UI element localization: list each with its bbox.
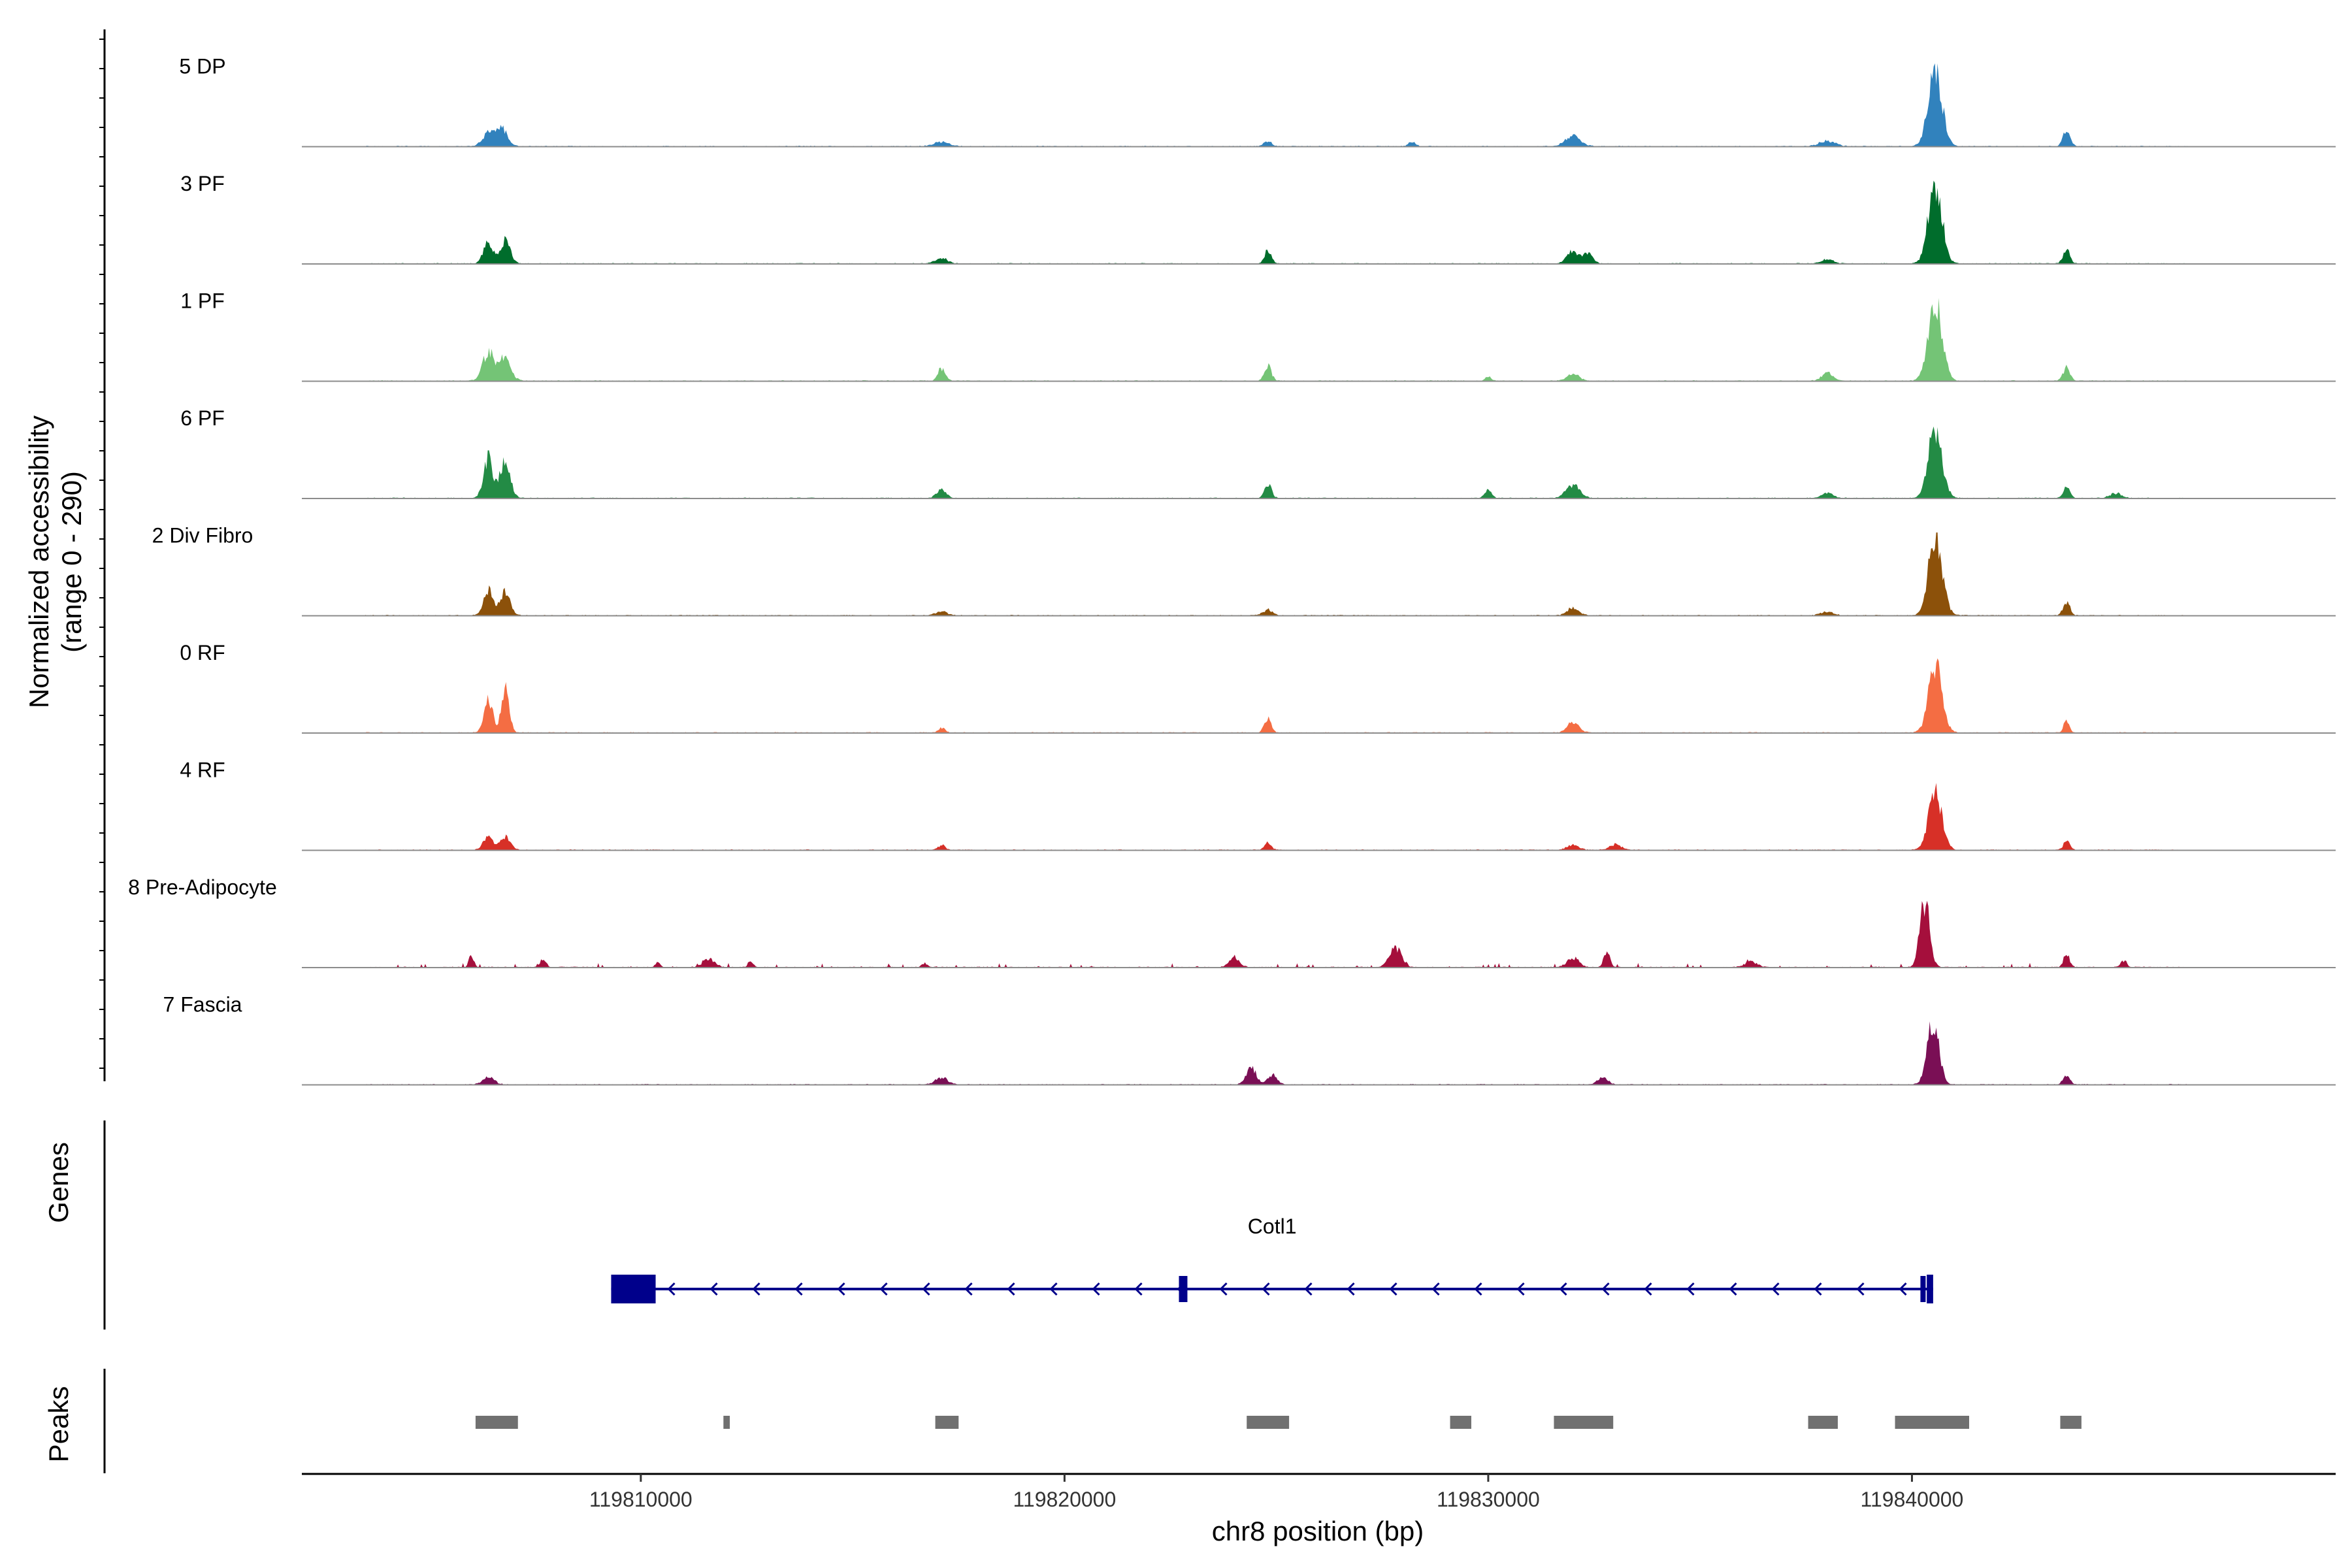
- track-label: 4 RF: [180, 759, 225, 782]
- accessibility-axis-group: [99, 29, 106, 1473]
- track-2-div-fibro: 2 Div Fibro: [152, 524, 2336, 617]
- strand-arrow: [1771, 1282, 1780, 1296]
- strand-arrow: [1219, 1282, 1228, 1296]
- strand-arrow: [1347, 1282, 1355, 1296]
- x-axis: 119810000 119820000 119830000 119840000: [302, 1473, 2336, 1511]
- track-0-rf: 0 RF: [180, 641, 2336, 734]
- strand-arrow: [794, 1282, 803, 1296]
- strand-arrow: [1899, 1282, 1907, 1296]
- strand-arrow: [879, 1282, 888, 1296]
- x-axis-title: chr8 position (bp): [1212, 1516, 1424, 1546]
- strand-arrow: [837, 1282, 845, 1296]
- x-tick-label: 119830000: [1437, 1488, 1540, 1511]
- coverage-area: [365, 783, 2187, 851]
- coverage-tracks: 5 DP 3 PF 1 PF 6 PF 2 Div Fibro 0 RF 4 RF 8 Pre…: [128, 55, 2336, 1086]
- coverage-area: [365, 532, 2187, 616]
- track-4-rf: 4 RF: [180, 759, 2336, 851]
- gene-cotl1: Cotl1: [611, 1215, 1933, 1303]
- strand-arrow: [1431, 1282, 1440, 1296]
- y-axis-title-line2: (range 0 - 290): [56, 471, 87, 653]
- peak-region: [935, 1416, 959, 1429]
- strand-arrow: [710, 1282, 718, 1296]
- gene-annotation-track: Cotl1: [611, 1215, 1933, 1303]
- peak-region: [723, 1416, 730, 1429]
- gene-name-label: Cotl1: [1248, 1215, 1297, 1238]
- peak-region: [1554, 1416, 1614, 1429]
- track-7-fascia: 7 Fascia: [163, 993, 2336, 1086]
- strand-arrow: [1686, 1282, 1695, 1296]
- strand-arrow: [1474, 1282, 1482, 1296]
- peaks-track-title: Peaks: [43, 1386, 74, 1463]
- peak-region: [1450, 1416, 1471, 1429]
- track-label: 2 Div Fibro: [152, 524, 253, 547]
- coverage-area: [365, 658, 2187, 733]
- strand-arrow: [1814, 1282, 1822, 1296]
- gene-exon: [1927, 1275, 1933, 1303]
- x-tick-label: 119820000: [1013, 1488, 1116, 1511]
- gene-exon: [1179, 1276, 1188, 1302]
- strand-arrow: [922, 1282, 930, 1296]
- x-tick-label: 119840000: [1861, 1488, 1964, 1511]
- peak-region: [1247, 1416, 1290, 1429]
- track-3-pf: 3 PF: [180, 172, 2336, 265]
- peak-region: [2060, 1416, 2082, 1429]
- genes-track-title: Genes: [43, 1142, 74, 1223]
- strand-arrow: [1559, 1282, 1567, 1296]
- peak-region: [1895, 1416, 1970, 1429]
- strand-arrow: [1092, 1282, 1100, 1296]
- strand-arrow: [1601, 1282, 1610, 1296]
- track-label: 1 PF: [180, 289, 225, 313]
- y-axis-title-line1: Normalized accessibility: [24, 416, 54, 708]
- coverage-area: [365, 180, 2187, 264]
- strand-arrow: [1049, 1282, 1058, 1296]
- track-label: 0 RF: [180, 641, 225, 664]
- gene-exon: [611, 1275, 656, 1303]
- track-5-dp: 5 DP: [179, 55, 2336, 148]
- track-1-pf: 1 PF: [180, 289, 2336, 382]
- strand-arrow: [752, 1282, 760, 1296]
- strand-arrow: [1007, 1282, 1015, 1296]
- coverage-area: [365, 1021, 2187, 1085]
- coverage-area: [365, 63, 2187, 147]
- track-label: 3 PF: [180, 172, 225, 195]
- strand-arrow: [1304, 1282, 1313, 1296]
- coverage-area: [365, 900, 2187, 968]
- track-label: 8 Pre-Adipocyte: [128, 875, 277, 899]
- peak-regions-track: [475, 1416, 2082, 1429]
- gene-exon: [1920, 1276, 1926, 1302]
- strand-arrow: [1516, 1282, 1525, 1296]
- strand-arrow: [964, 1282, 973, 1296]
- track-label: 7 Fascia: [163, 993, 242, 1017]
- coverage-area: [365, 298, 2187, 382]
- x-tick-label: 119810000: [589, 1488, 693, 1511]
- track-6-pf: 6 PF: [180, 406, 2336, 499]
- strand-arrow: [1644, 1282, 1652, 1296]
- strand-arrow: [1262, 1282, 1270, 1296]
- peak-region: [1808, 1416, 1838, 1429]
- strand-arrow: [667, 1282, 676, 1296]
- coverage-area: [365, 426, 2187, 498]
- strand-arrow: [1729, 1282, 1737, 1296]
- track-label: 5 DP: [179, 55, 225, 78]
- strand-arrow: [1856, 1282, 1865, 1296]
- peak-region: [475, 1416, 518, 1429]
- strand-arrow: [1389, 1282, 1397, 1296]
- track-8-pre-adipocyte: 8 Pre-Adipocyte: [128, 875, 2336, 968]
- track-label: 6 PF: [180, 406, 225, 430]
- strand-arrow: [1134, 1282, 1143, 1296]
